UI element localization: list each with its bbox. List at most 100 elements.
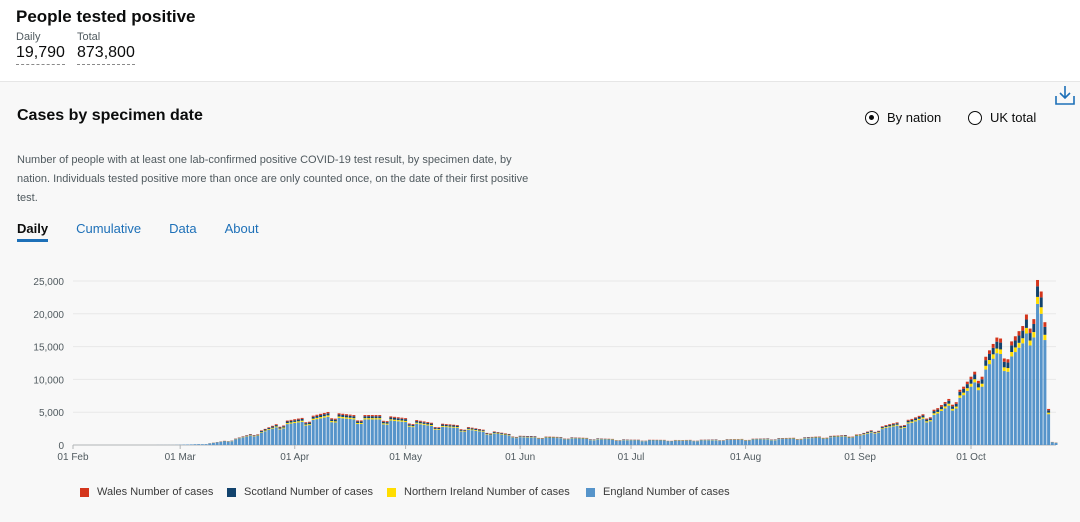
tab-cumulative[interactable]: Cumulative — [76, 221, 141, 242]
bar-wales — [304, 422, 307, 423]
bar-england — [511, 438, 514, 445]
radio-by-nation[interactable]: By nation — [865, 110, 941, 125]
bar-england — [419, 424, 422, 445]
bar-england — [393, 421, 396, 445]
bar-scotland — [286, 421, 289, 423]
bar-england — [925, 422, 928, 445]
bar-wales — [955, 402, 958, 404]
bar-wales — [423, 421, 426, 422]
bar-scotland — [334, 420, 337, 422]
total-value[interactable]: 873,800 — [77, 43, 135, 65]
tab-data[interactable]: Data — [169, 221, 196, 242]
bar-wales — [282, 425, 285, 426]
bar-wales — [1014, 336, 1017, 340]
bar-wales — [973, 372, 976, 375]
bar-england — [814, 438, 817, 445]
bar-scotland — [441, 425, 444, 426]
bar-england — [766, 439, 769, 445]
bar-england — [371, 419, 374, 445]
bar-england — [352, 419, 355, 445]
bar-scotland — [393, 418, 396, 420]
bar-northern-ireland — [940, 409, 943, 411]
bar-england — [589, 440, 592, 445]
download-icon[interactable] — [1054, 84, 1076, 106]
bar-northern-ireland — [474, 430, 477, 431]
bar-wales — [1043, 322, 1046, 327]
bar-northern-ireland — [981, 384, 984, 387]
bar-scotland — [548, 437, 551, 438]
bar-northern-ireland — [1040, 307, 1043, 314]
bar-england — [1032, 337, 1035, 445]
tab-about[interactable]: About — [225, 221, 259, 242]
legend-item-scotland: Scotland Number of cases — [227, 486, 373, 498]
bar-northern-ireland — [493, 433, 496, 434]
bar-england — [818, 438, 821, 445]
tab-daily[interactable]: Daily — [17, 221, 48, 242]
bar-england — [715, 440, 718, 445]
bar-scotland — [988, 354, 991, 360]
bar-scotland — [404, 419, 407, 421]
bar-wales — [419, 421, 422, 422]
bar-scotland — [463, 430, 466, 431]
bar-wales — [319, 414, 322, 415]
bar-england — [984, 370, 987, 445]
bar-england — [733, 440, 736, 445]
bar-england — [666, 441, 669, 445]
bar-wales — [437, 427, 440, 428]
bar-england — [855, 436, 858, 445]
bar-wales — [389, 416, 392, 417]
bar-england — [267, 430, 270, 445]
radio-uk-total-circle[interactable] — [968, 111, 982, 125]
bar-scotland — [814, 437, 817, 438]
bar-england — [190, 444, 193, 445]
bar-northern-ireland — [341, 417, 344, 418]
bar-england — [345, 419, 348, 445]
bar-england — [829, 437, 832, 445]
bar-scotland — [947, 401, 950, 404]
bar-england — [1018, 348, 1021, 445]
bar-scotland — [267, 428, 270, 429]
bar-scotland — [829, 436, 832, 437]
daily-value[interactable]: 19,790 — [16, 43, 65, 65]
bar-northern-ireland — [944, 406, 947, 408]
bar-northern-ireland — [888, 426, 891, 427]
bar-wales — [445, 424, 448, 425]
bar-england — [293, 423, 296, 445]
bar-england — [304, 426, 307, 445]
bar-scotland — [559, 437, 562, 438]
bar-scotland — [910, 420, 913, 422]
bar-england — [389, 421, 392, 445]
bar-england — [290, 424, 293, 445]
bar-scotland — [921, 415, 924, 417]
bar-wales — [888, 424, 891, 425]
legend-swatch-england — [586, 488, 595, 497]
bar-scotland — [933, 411, 936, 413]
bar-scotland — [907, 421, 910, 423]
radio-uk-total[interactable]: UK total — [968, 110, 1036, 125]
radio-by-nation-circle[interactable] — [865, 111, 879, 125]
bar-england — [596, 439, 599, 445]
bar-northern-ireland — [301, 421, 304, 422]
bar-england — [478, 431, 481, 445]
bar-england — [999, 354, 1002, 445]
bar-northern-ireland — [404, 421, 407, 422]
x-tick-label: 01 May — [389, 452, 422, 463]
bar-northern-ireland — [929, 420, 932, 421]
bar-northern-ireland — [319, 417, 322, 418]
bar-scotland — [415, 421, 418, 423]
bar-scotland — [545, 437, 548, 438]
bar-england — [751, 440, 754, 445]
bar-england — [533, 438, 536, 445]
bar-scotland — [308, 423, 311, 424]
bar-england — [452, 428, 455, 445]
bar-scotland — [301, 419, 304, 421]
bar-england — [940, 411, 943, 445]
bar-northern-ireland — [371, 418, 374, 419]
bar-england — [873, 434, 876, 445]
bar-england — [644, 441, 647, 445]
bar-northern-ireland — [984, 366, 987, 370]
bar-england — [360, 424, 363, 445]
bar-england — [1040, 314, 1043, 445]
bar-northern-ireland — [334, 421, 337, 422]
bar-scotland — [445, 425, 448, 426]
